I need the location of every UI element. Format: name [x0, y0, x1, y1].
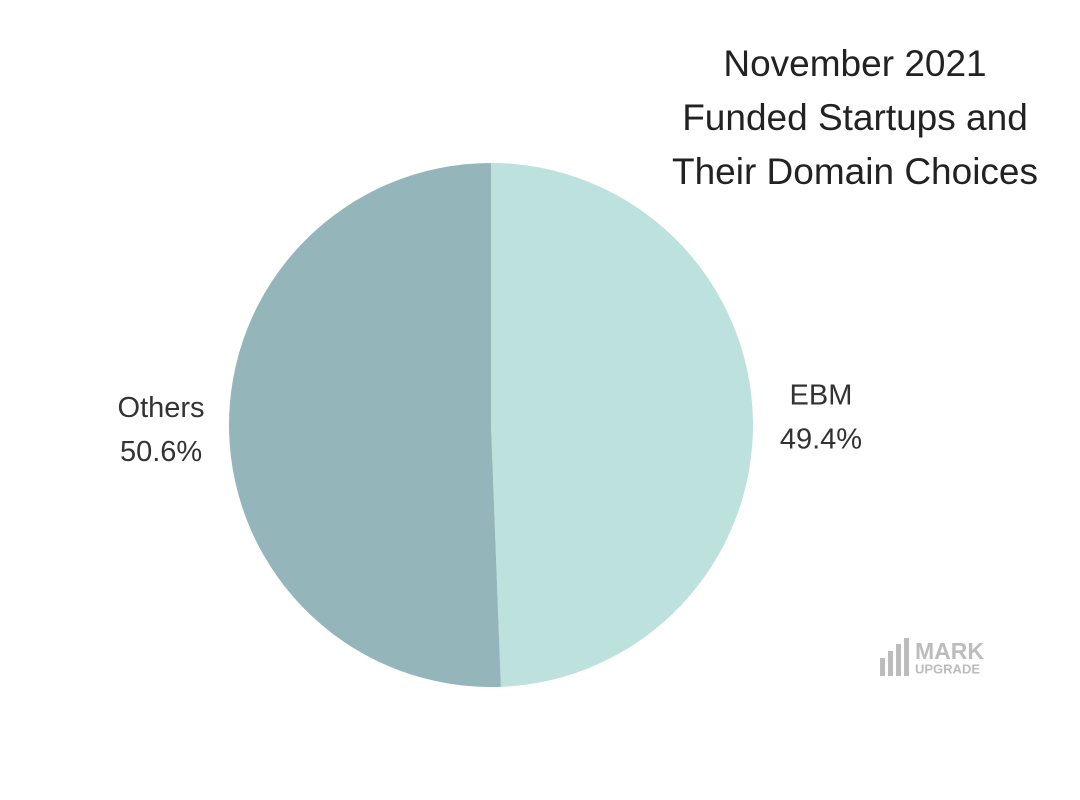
- value-label: 49.4%: [780, 423, 862, 455]
- slice-label: EBM: [790, 379, 853, 411]
- chart-title: November 2021: [723, 43, 986, 84]
- value-label: 50.6%: [120, 436, 202, 468]
- pie-slice: [228, 163, 501, 687]
- watermark-icon: [880, 638, 909, 676]
- chart-title: Their Domain Choices: [672, 151, 1038, 192]
- slice-label: Others: [118, 392, 205, 424]
- watermark-text: UPGRADE: [915, 661, 980, 676]
- pie-slice: [491, 163, 753, 687]
- watermark-text: MARK: [915, 638, 984, 664]
- chart-title: Funded Startups and: [682, 97, 1028, 138]
